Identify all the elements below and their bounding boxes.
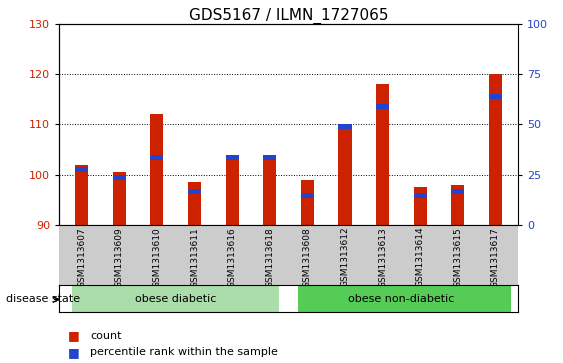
Bar bbox=[376, 84, 389, 225]
Text: GSM1313607: GSM1313607 bbox=[77, 227, 86, 287]
Bar bbox=[489, 94, 502, 99]
Text: GSM1313611: GSM1313611 bbox=[190, 227, 199, 287]
Bar bbox=[414, 187, 427, 225]
Text: obese diabetic: obese diabetic bbox=[135, 294, 216, 303]
Text: percentile rank within the sample: percentile rank within the sample bbox=[90, 347, 278, 357]
Text: GSM1313615: GSM1313615 bbox=[453, 227, 462, 287]
Text: GSM1313610: GSM1313610 bbox=[153, 227, 162, 287]
Bar bbox=[338, 124, 351, 225]
Bar bbox=[298, 285, 511, 312]
Bar bbox=[451, 189, 464, 194]
Bar bbox=[301, 193, 314, 198]
Bar bbox=[188, 189, 201, 194]
Bar bbox=[414, 193, 427, 198]
Bar bbox=[72, 285, 279, 312]
Bar bbox=[226, 155, 239, 160]
Bar bbox=[263, 155, 276, 160]
Bar bbox=[451, 185, 464, 225]
Bar bbox=[75, 165, 88, 225]
Bar bbox=[263, 155, 276, 225]
Text: GSM1313616: GSM1313616 bbox=[227, 227, 236, 287]
Text: GSM1313618: GSM1313618 bbox=[265, 227, 274, 287]
Bar bbox=[150, 155, 163, 160]
Text: obese non-diabetic: obese non-diabetic bbox=[348, 294, 454, 303]
Bar bbox=[226, 155, 239, 225]
Text: disease state: disease state bbox=[6, 294, 80, 305]
Bar bbox=[113, 172, 126, 225]
Text: ■: ■ bbox=[68, 329, 79, 342]
Bar bbox=[301, 180, 314, 225]
Text: count: count bbox=[90, 331, 122, 341]
Title: GDS5167 / ILMN_1727065: GDS5167 / ILMN_1727065 bbox=[189, 7, 388, 24]
Bar bbox=[75, 167, 88, 172]
Text: GSM1313614: GSM1313614 bbox=[415, 227, 425, 287]
Bar bbox=[188, 182, 201, 225]
Text: GSM1313608: GSM1313608 bbox=[303, 227, 312, 287]
Bar bbox=[113, 175, 126, 180]
Text: GSM1313617: GSM1313617 bbox=[491, 227, 500, 287]
Bar bbox=[376, 104, 389, 109]
Text: GSM1313609: GSM1313609 bbox=[115, 227, 124, 287]
Bar bbox=[150, 114, 163, 225]
Text: ■: ■ bbox=[68, 346, 79, 359]
Bar bbox=[489, 74, 502, 225]
Text: GSM1313612: GSM1313612 bbox=[341, 227, 350, 287]
Text: GSM1313613: GSM1313613 bbox=[378, 227, 387, 287]
Bar bbox=[338, 124, 351, 129]
